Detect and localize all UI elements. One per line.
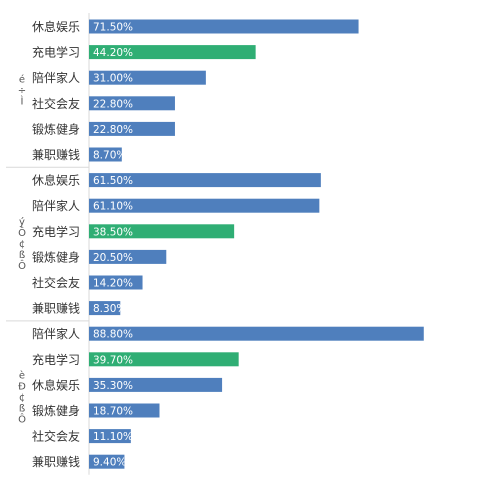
category-label: 陪伴家人: [32, 70, 80, 85]
data-label: 31.00%: [93, 73, 133, 85]
data-label: 44.20%: [93, 47, 133, 59]
data-label: 22.80%: [93, 98, 133, 110]
category-label: 充电学习: [32, 45, 80, 60]
category-label: 社交会友: [32, 275, 80, 290]
category-label: 兼职赚钱: [32, 301, 80, 316]
data-label: 61.50%: [93, 175, 133, 187]
category-label: 休息娱乐: [32, 377, 80, 392]
group-label: é÷Ì: [18, 74, 26, 108]
category-label: 锻炼健身: [32, 249, 80, 264]
data-label: 61.10%: [93, 201, 133, 213]
data-label: 35.30%: [93, 380, 133, 392]
category-label: 陪伴家人: [32, 326, 80, 341]
data-label: 20.50%: [93, 252, 133, 264]
category-label: 休息娱乐: [32, 173, 80, 188]
data-label: 71.50%: [93, 22, 133, 34]
category-label: 兼职赚钱: [32, 454, 80, 469]
data-label: 39.70%: [93, 354, 133, 366]
data-label: 38.50%: [93, 226, 133, 238]
data-label: 14.20%: [93, 278, 133, 290]
category-label: 陪伴家人: [32, 198, 80, 213]
data-label: 9.40%: [93, 457, 126, 469]
data-label: 18.70%: [93, 406, 133, 418]
category-label: 充电学习: [32, 224, 80, 239]
data-label: 88.80%: [93, 329, 133, 341]
category-label: 休息娱乐: [32, 19, 80, 34]
category-label: 锻炼健身: [32, 121, 80, 136]
category-label: 社交会友: [32, 429, 80, 444]
group-label: èÐ¢ßÔ: [18, 370, 26, 426]
category-label: 兼职赚钱: [32, 147, 80, 162]
category-label: 锻炼健身: [32, 403, 80, 418]
group-label: ýÔ¢ßÔ: [18, 216, 26, 272]
data-label: 8.70%: [93, 150, 126, 162]
data-label: 8.30%: [93, 303, 126, 315]
data-label: 22.80%: [93, 124, 133, 136]
category-label: 社交会友: [32, 96, 80, 111]
category-label: 充电学习: [32, 352, 80, 367]
bar: [89, 327, 424, 341]
data-label: 11.10%: [93, 431, 133, 443]
